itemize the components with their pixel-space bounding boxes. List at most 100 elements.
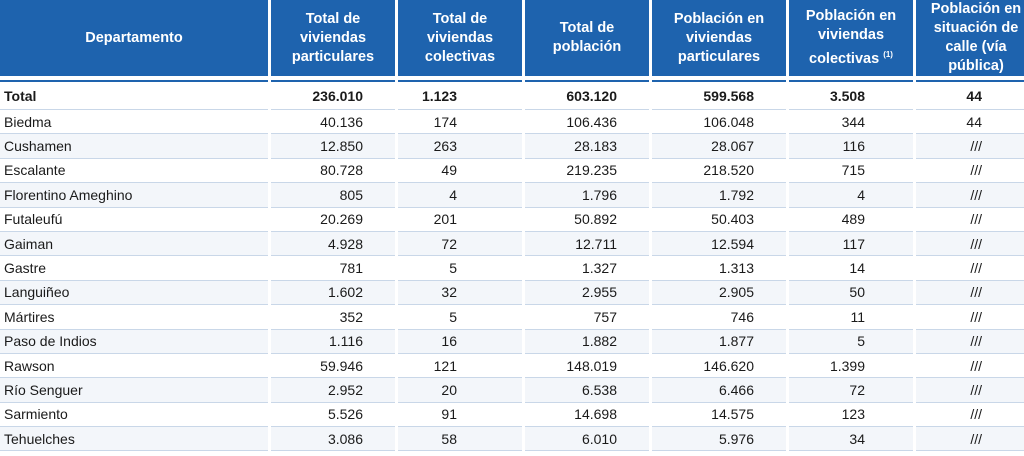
table-cell: 489 [789,208,913,232]
table-cell: /// [916,183,1024,208]
table-cell: 116 [789,134,913,159]
table-cell: 121 [398,354,522,379]
table-cell: /// [916,354,1024,379]
table-cell: 781 [271,256,395,281]
table-cell: 3.508 [789,80,913,110]
table-cell: 1.399 [789,354,913,379]
table-cell: 4.928 [271,231,395,257]
department-name-cell: Mártires [0,305,268,330]
department-name-cell: Florentino Ameghino [0,183,268,208]
table-cell: 1.882 [525,329,649,354]
table-cell: 6.010 [525,427,649,452]
header-poblacion-viviendas-colectivas: Población en viviendas colectivas (1) [789,0,913,76]
table-row: Gaiman 4.928 72 12.711 12.594 117/// [0,231,1024,257]
table-cell: /// [916,427,1024,452]
table-cell: 757 [525,305,649,330]
table-cell: 1.796 [525,183,649,208]
table-cell: 352 [271,305,395,330]
table-row: Río Senguer 2.952 20 6.538 6.466 72/// [0,378,1024,403]
table-cell: 50 [789,280,913,306]
table-cell: 123 [789,403,913,428]
table-cell: 28.067 [652,134,786,159]
department-name-cell: Río Senguer [0,378,268,403]
table-cell: /// [916,134,1024,159]
department-name-cell: Rawson [0,354,268,379]
table-cell: 5 [398,256,522,281]
table-cell: 3.086 [271,427,395,452]
table-cell: 12.711 [525,231,649,257]
table-total-row: Total 236.010 1.123 603.120 599.568 3.50… [0,80,1024,110]
table-cell: 20.269 [271,208,395,232]
table-cell: 1.602 [271,280,395,306]
table-cell: 12.850 [271,134,395,159]
table-cell: /// [916,378,1024,403]
table-cell: 50.403 [652,208,786,232]
table-cell: 715 [789,159,913,184]
table-cell: 2.952 [271,378,395,403]
table-cell: 146.620 [652,354,786,379]
department-name-cell: Gaiman [0,231,268,257]
table-cell: /// [916,451,1024,456]
table-cell: 263 [398,134,522,159]
header-poblacion-situacion-calle: Población en situación de calle (vía púb… [916,0,1024,76]
department-name-cell: Gastre [0,256,268,281]
table-row: Rawson 59.946 121 148.019 146.620 1.399/// [0,354,1024,379]
table-cell: 805 [271,183,395,208]
table-row: Futaleufú 20.269 201 50.892 50.403 489/// [0,208,1024,232]
table-cell: 72 [398,231,522,257]
table-cell: 1.792 [652,183,786,208]
table-cell: 50.892 [525,208,649,232]
table-row: Tehuelches 3.086 58 6.010 5.976 34/// [0,427,1024,452]
table-cell: 4 [398,183,522,208]
table-cell: 174 [398,110,522,135]
department-name-cell: Cushamen [0,134,268,159]
table-cell: 32 [398,280,522,306]
table-cell: 218.520 [652,159,786,184]
table-cell: 49 [398,159,522,184]
table-cell: /// [916,256,1024,281]
table-row: Gastre 781 5 1.327 1.313 14/// [0,256,1024,281]
table-cell: 599.568 [652,80,786,110]
table-cell: 117 [789,231,913,257]
table-cell: 14 [789,256,913,281]
table-row: Cushamen 12.850 263 28.183 28.067 116/// [0,134,1024,159]
department-name-cell: Tehuelches [0,427,268,452]
table-cell: 344 [789,110,913,135]
header-total-viviendas-particulares: Total de viviendas particulares [271,0,395,76]
table-cell: 14.575 [652,403,786,428]
table-cell: 5 [789,329,913,354]
table-cell: 148.019 [525,354,649,379]
department-name-cell: Escalante [0,159,268,184]
table-cell: 236.010 [271,80,395,110]
table-cell: 59.946 [271,354,395,379]
table-cell: 1.116 [271,329,395,354]
table-cell: 201 [398,208,522,232]
table-cell: 11 [789,305,913,330]
table-cell: 44 [916,110,1024,135]
table-cell: 14.698 [525,403,649,428]
table-cell: 2.905 [652,280,786,306]
department-name-cell: Futaleufú [0,208,268,232]
table-cell: 6.466 [652,378,786,403]
table-cell: 1.877 [652,329,786,354]
table-cell: /// [916,305,1024,330]
table-cell: 1.666 [652,451,786,456]
table-cell: /// [916,280,1024,306]
table-cell: 12.594 [652,231,786,257]
table-cell: 746 [652,305,786,330]
table-cell: 5.526 [271,403,395,428]
table-cell: 4 [789,183,913,208]
department-name-cell: Paso de Indios [0,329,268,354]
header-poblacion-viviendas-particulares: Población en viviendas particulares [652,0,786,76]
table-cell: 1.681 [525,451,649,456]
header-departamento: Departamento [0,0,268,76]
table-cell: 91 [398,403,522,428]
table-cell: 20 [398,378,522,403]
department-name-cell: Sarmiento [0,403,268,428]
table-cell: /// [916,231,1024,257]
table-row: Mártires 352 5 757 746 11/// [0,305,1024,330]
table-cell: 106.436 [525,110,649,135]
table-cell: 40.136 [271,110,395,135]
table-cell: 1.123 [398,80,522,110]
